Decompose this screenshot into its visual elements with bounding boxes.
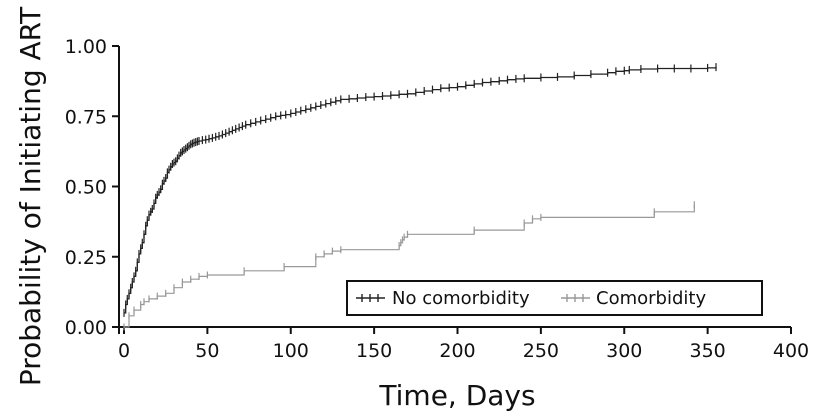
x-tick-label: 150: [356, 340, 392, 362]
legend-swatch-comorbidity: [561, 294, 590, 302]
series-layer: [123, 63, 717, 331]
legend-label-no-comorbidity: No comorbidity: [392, 288, 530, 309]
x-tick-label: 0: [118, 340, 130, 362]
y-tick-label: 0.25: [65, 247, 107, 269]
legend: No comorbidity Comorbidity: [346, 280, 763, 316]
legend-swatch-no-comorbidity: [356, 294, 385, 302]
series-line-no-comorbidity: [124, 67, 717, 314]
legend-box: [346, 280, 763, 316]
x-tick-label: 250: [523, 340, 559, 362]
x-tick-label: 400: [773, 340, 809, 362]
x-tick-label: 50: [195, 340, 219, 362]
y-axis-ticks: 0.00 0.25 0.50 0.75 1.00: [65, 36, 119, 339]
x-tick-label: 300: [606, 340, 642, 362]
y-tick-label: 0.50: [65, 177, 107, 199]
y-tick-label: 0.00: [65, 317, 107, 339]
y-axis-title: Probability of Initiating ART: [14, 6, 47, 386]
y-tick-label: 1.00: [65, 36, 107, 58]
x-axis-title: Time, Days: [378, 379, 535, 412]
y-tick-label: 0.75: [65, 106, 107, 128]
x-axis-ticks: 0 50 100 150 200 250 300 350 400: [118, 327, 809, 362]
legend-item-comorbidity: Comorbidity: [561, 288, 706, 309]
legend-item-no-comorbidity: No comorbidity: [356, 288, 530, 309]
x-tick-label: 100: [273, 340, 309, 362]
x-tick-label: 200: [439, 340, 475, 362]
plot-area: 0 50 100 150 200 250 300 350 400 0.00 0.25 0.50 0.7…: [65, 36, 809, 362]
legend-label-comorbidity: Comorbidity: [596, 288, 706, 309]
x-tick-label: 350: [689, 340, 725, 362]
